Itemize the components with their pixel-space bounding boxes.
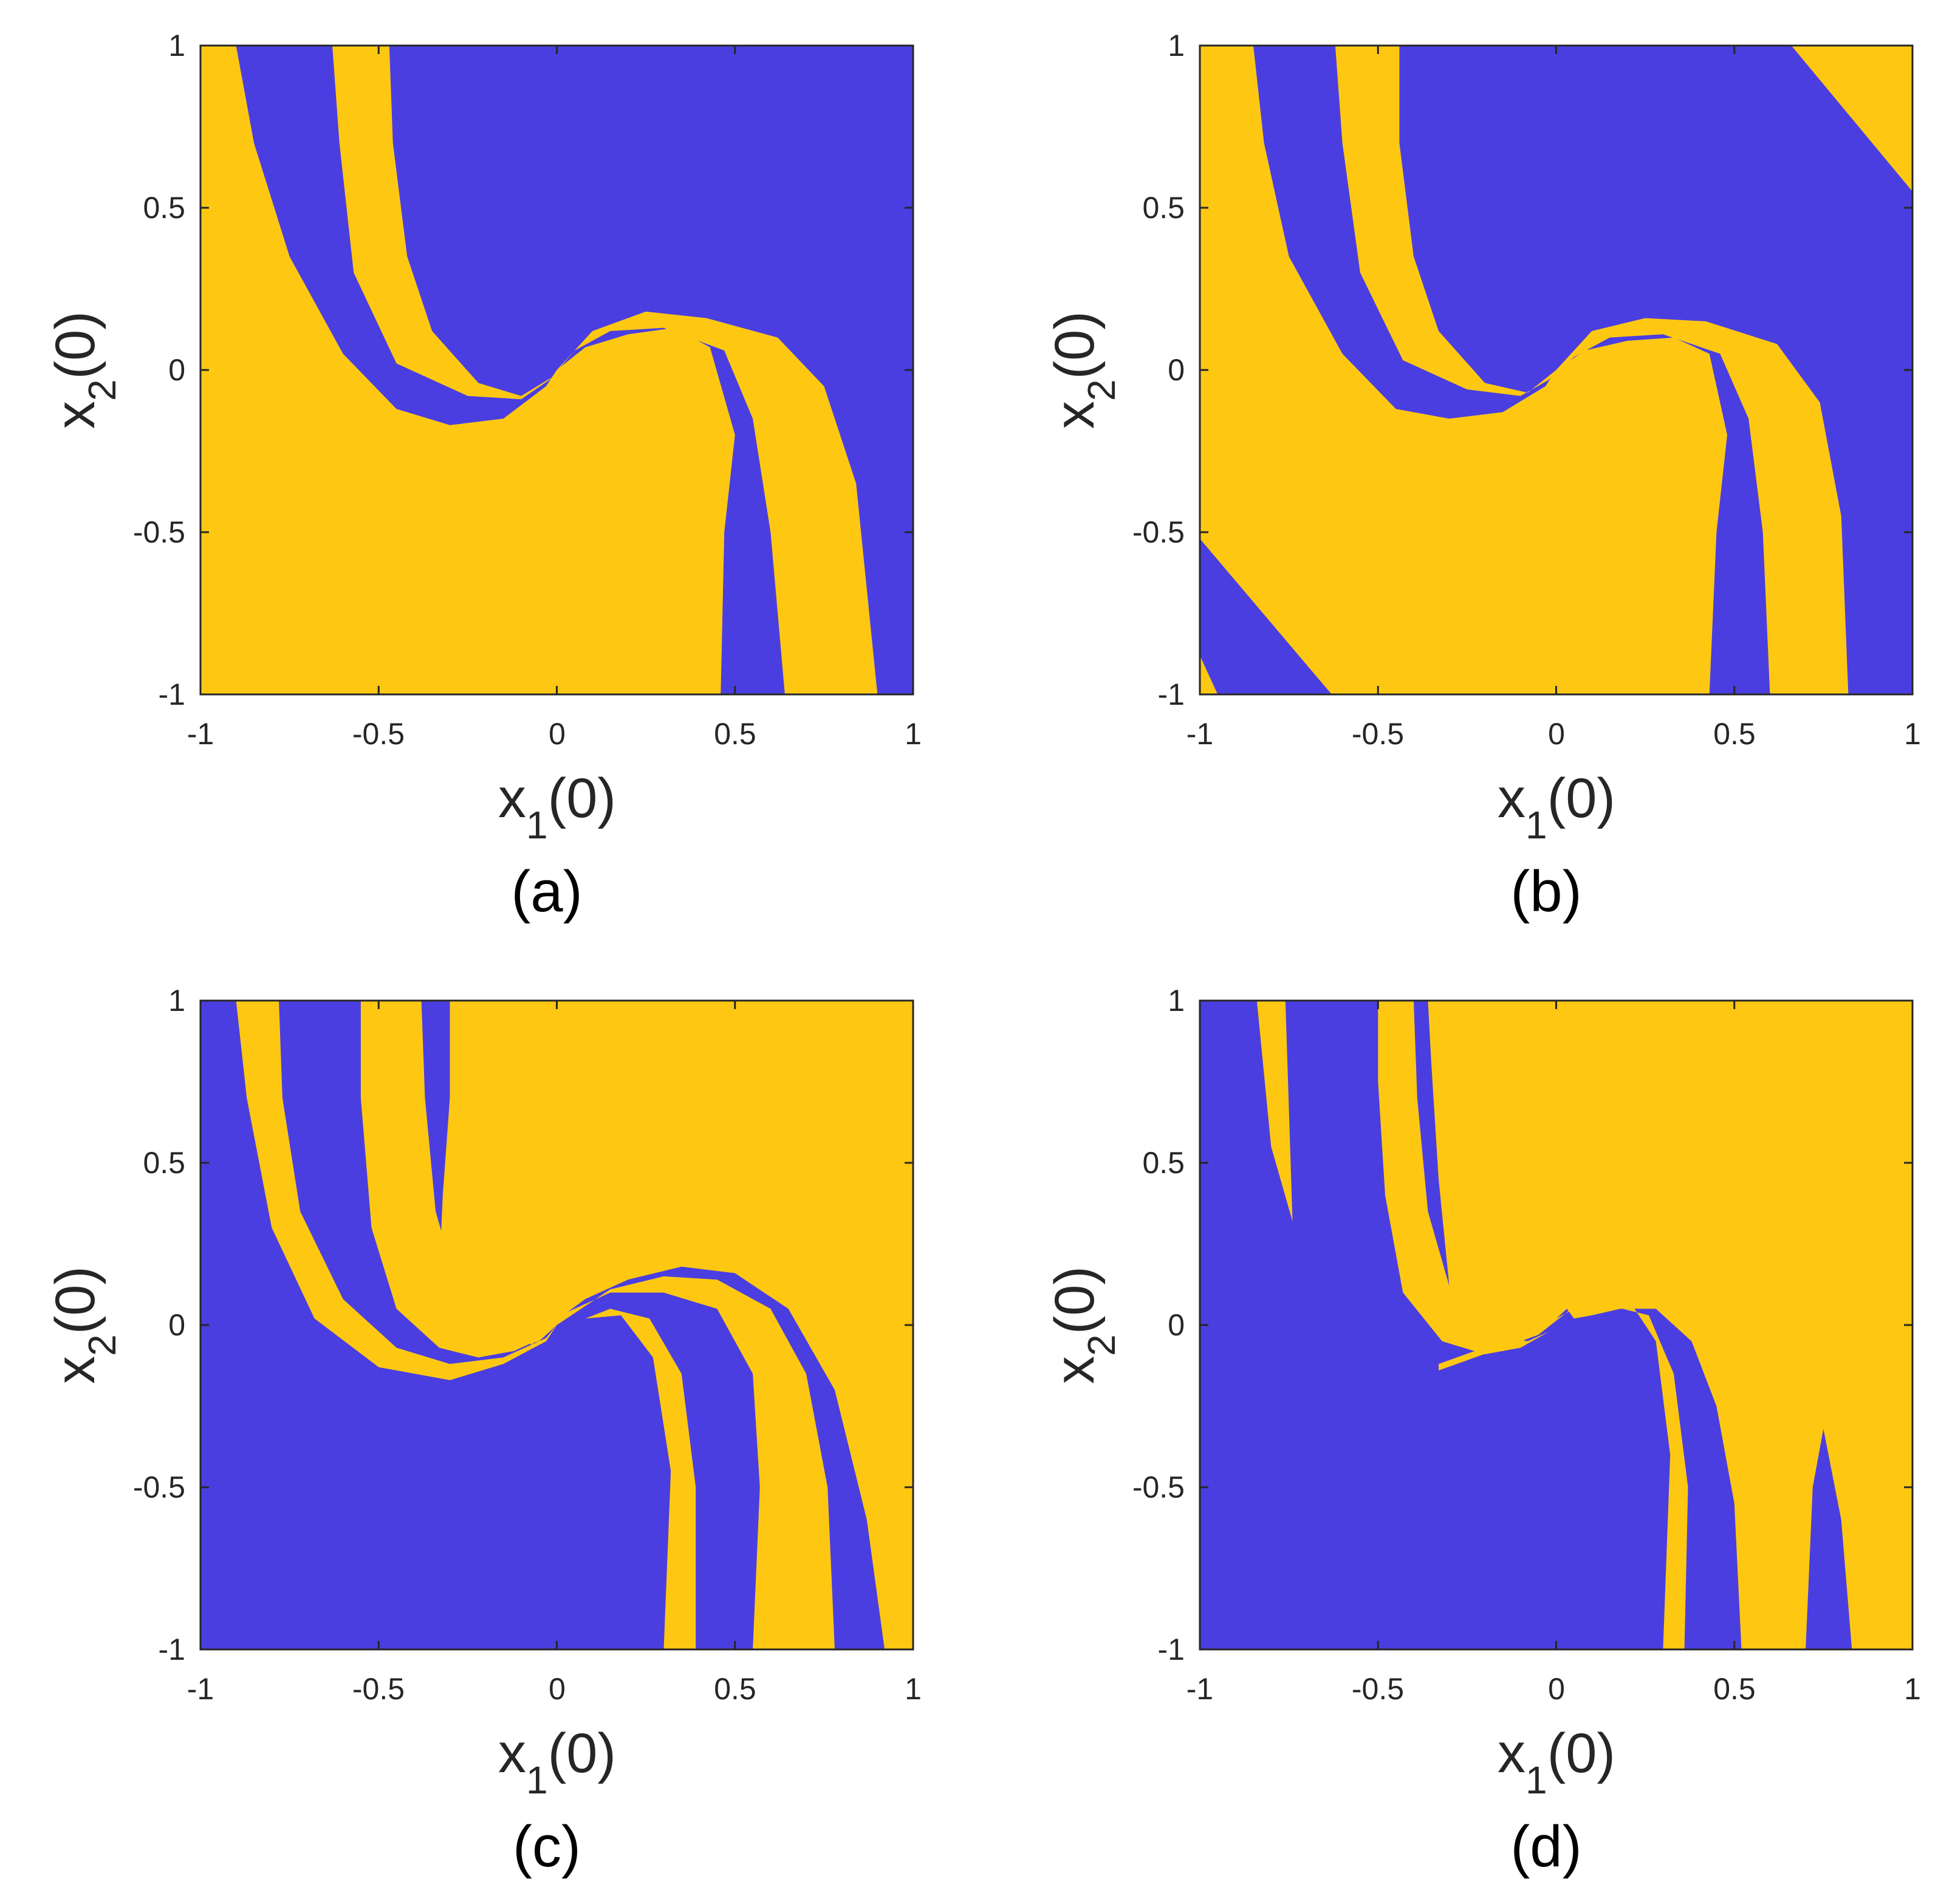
panel-d-xtick-1: -0.5 xyxy=(1352,1672,1404,1706)
panel-c-xlabel: x1(0) xyxy=(498,1722,616,1802)
panel-a-region-1 xyxy=(332,46,878,694)
panel-a-ticks xyxy=(199,44,914,696)
panel-b-ytick-1: 0.5 xyxy=(1142,191,1185,225)
panel-a-xtick-3: 0.5 xyxy=(714,717,756,751)
panel-b-xtick-0: -1 xyxy=(1186,717,1213,751)
panel-d-ylabel: x2(0) xyxy=(1044,1266,1123,1384)
panel-c-xtick-3: 0.5 xyxy=(714,1672,756,1706)
panel-c-xtick-1: -0.5 xyxy=(352,1672,405,1706)
panel-d-ytick-3: -0.5 xyxy=(1132,1470,1185,1504)
panel-c-ytick-1: 0.5 xyxy=(143,1146,185,1180)
panel-a-ylabel: x2(0) xyxy=(44,311,124,429)
panel-d-xlabel: x1(0) xyxy=(1498,1722,1615,1802)
panel-d-region-3 xyxy=(1592,1306,1688,1649)
panel-c-map xyxy=(200,1001,913,1649)
panel-d-xtick-2: 0 xyxy=(1548,1672,1565,1706)
panel-c-xtick-0: -1 xyxy=(187,1672,214,1706)
panel-b-ticks xyxy=(1199,44,1914,696)
panel-a-ytick-3: -0.5 xyxy=(133,515,185,549)
panel-b: -1 -0.5 0 0.5 1 1 0.5 0 -0.5 -1 x1(0) x2… xyxy=(1044,29,1921,924)
panel-a-xlabel: x1(0) xyxy=(498,767,616,847)
panel-c: -1 -0.5 0 0.5 1 1 0.5 0 -0.5 -1 x1(0) x2… xyxy=(44,984,922,1879)
panel-b-ytick-0: 1 xyxy=(1168,29,1185,63)
panel-a-ytick-0: 1 xyxy=(168,29,185,63)
panel-d-xtick-3: 0.5 xyxy=(1713,1672,1756,1706)
panel-d-ytick-0: 1 xyxy=(1168,984,1185,1018)
panel-a: -1 -0.5 0 0.5 1 1 0.5 0 -0.5 -1 x1(0) x2… xyxy=(44,29,922,924)
panel-d-region-0 xyxy=(1428,1001,1912,1649)
panel-b-region-1 xyxy=(1335,46,1849,694)
panel-c-caption: (c) xyxy=(513,1814,581,1879)
panel-c-ytick-0: 1 xyxy=(168,984,185,1018)
panel-d-xtick-0: -1 xyxy=(1186,1672,1213,1706)
panel-c-ytick-2: 0 xyxy=(168,1308,185,1342)
panel-b-xtick-4: 1 xyxy=(1904,717,1921,751)
panel-c-region-1 xyxy=(360,1001,557,1358)
panel-b-caption: (b) xyxy=(1510,859,1581,924)
panel-a-xtick-0: -1 xyxy=(187,717,214,751)
panel-c-ytick-4: -1 xyxy=(159,1632,185,1666)
panel-b-xlabel: x1(0) xyxy=(1498,767,1615,847)
panel-b-map xyxy=(1200,46,1912,694)
panel-c-ylabel: x2(0) xyxy=(44,1266,124,1384)
panel-a-ytick-1: 0.5 xyxy=(143,191,185,225)
panel-d-region-4 xyxy=(1439,1279,1671,1371)
panel-b-region-2 xyxy=(1791,46,1912,192)
panel-d-caption: (d) xyxy=(1510,1814,1581,1879)
panel-a-ytick-2: 0 xyxy=(168,353,185,387)
panel-b-xtick-1: -0.5 xyxy=(1352,717,1404,751)
panel-b-ytick-4: -1 xyxy=(1158,677,1185,711)
panel-d-ytick-2: 0 xyxy=(1168,1308,1185,1342)
panel-c-xtick-4: 1 xyxy=(905,1672,922,1706)
panel-b-region-3 xyxy=(1200,655,1218,694)
panel-b-region-0 xyxy=(1200,46,1727,694)
panel-d-ticks xyxy=(1199,999,1914,1651)
panel-c-ticks xyxy=(199,999,914,1651)
panel-c-ytick-3: -0.5 xyxy=(133,1470,185,1504)
panel-d: -1 -0.5 0 0.5 1 1 0.5 0 -0.5 -1 x1(0) x2… xyxy=(1044,984,1921,1879)
panel-d-region-1 xyxy=(1378,1001,1549,1355)
panel-d-map xyxy=(1200,1001,1912,1649)
panel-d-ytick-1: 0.5 xyxy=(1142,1146,1185,1180)
panel-b-xtick-2: 0 xyxy=(1548,717,1565,751)
panel-c-region-0 xyxy=(439,1001,913,1649)
panel-a-map xyxy=(200,46,913,694)
panel-c-region-3 xyxy=(585,1309,696,1649)
panel-b-xtick-3: 0.5 xyxy=(1713,717,1756,751)
panel-a-caption: (a) xyxy=(511,859,582,924)
panel-c-region-2 xyxy=(236,1001,557,1380)
panel-a-xtick-4: 1 xyxy=(905,717,922,751)
panel-a-xtick-1: -0.5 xyxy=(352,717,405,751)
panel-a-xtick-2: 0 xyxy=(549,717,566,751)
panel-a-ytick-4: -1 xyxy=(159,677,185,711)
panel-b-ylabel: x2(0) xyxy=(1044,311,1123,429)
panel-d-region-2 xyxy=(1256,1001,1293,1222)
panel-a-region-0 xyxy=(200,46,735,694)
panel-d-xtick-4: 1 xyxy=(1904,1672,1921,1706)
panel-b-ytick-3: -0.5 xyxy=(1132,515,1185,549)
panel-c-xtick-2: 0 xyxy=(549,1672,566,1706)
panel-b-ytick-2: 0 xyxy=(1168,353,1185,387)
panel-d-ytick-4: -1 xyxy=(1158,1632,1185,1666)
